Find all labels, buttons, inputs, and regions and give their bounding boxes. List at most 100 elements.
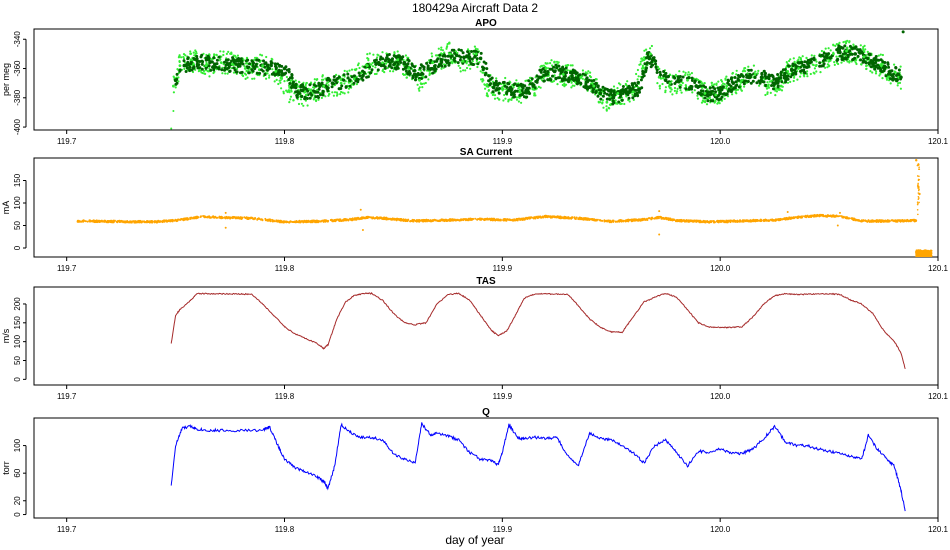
sa-point [491, 217, 494, 220]
apo-flask-point [592, 79, 596, 82]
apo-flask-point [611, 102, 615, 106]
sa-point [254, 217, 257, 219]
apo-point [297, 85, 300, 88]
apo-flask-point [288, 82, 292, 85]
apo-flask-point [734, 80, 738, 84]
apo-flask-point [291, 82, 295, 86]
apo-point [443, 51, 446, 54]
apo-flask-point [867, 62, 871, 66]
sa-point [218, 215, 221, 218]
apo-point [454, 50, 457, 53]
sa-point [738, 219, 741, 222]
apo-flask-point [414, 78, 417, 82]
apo-flask-point [239, 71, 242, 75]
apo-series-point [657, 75, 661, 79]
sa-point [784, 217, 787, 220]
apo-flask-point [764, 83, 768, 87]
apo-flask-point [591, 90, 595, 94]
apo-flask-point [697, 80, 701, 84]
sa-point [788, 217, 791, 220]
apo-point [778, 88, 781, 91]
apo-point [786, 81, 790, 84]
apo-flask-point [699, 91, 702, 95]
apo-flask-point [884, 65, 888, 69]
apo-flask-point [784, 78, 788, 82]
apo-flask-point [696, 91, 700, 95]
apo-flask-point [843, 44, 847, 48]
sa-point [736, 221, 739, 223]
apo-point [614, 99, 617, 102]
apo-flask-point [196, 66, 200, 70]
apo-point [350, 68, 354, 71]
apo-point [581, 77, 584, 80]
apo-point [434, 54, 438, 57]
apo-point [445, 47, 448, 50]
apo-flask-point [535, 80, 539, 84]
apo-point [243, 65, 246, 68]
apo-flask-point [459, 55, 463, 59]
apo-point [869, 70, 872, 73]
apo-point [464, 69, 467, 72]
apo-flask-point [301, 83, 304, 87]
apo-flask-point [320, 81, 324, 85]
sa-point [287, 221, 290, 224]
apo-point [889, 82, 892, 85]
apo-series-point [204, 64, 208, 67]
apo-point [327, 81, 330, 84]
apo-point [289, 95, 293, 98]
apo-series-point [879, 64, 883, 67]
apo-flask-point [525, 91, 529, 95]
apo-flask-point [444, 58, 447, 62]
apo-point [190, 52, 193, 55]
apo-flask-anchor [182, 63, 187, 68]
apo-point [195, 50, 198, 53]
apo-flask-point [452, 48, 456, 52]
apo-flask-point [664, 75, 668, 79]
apo-point [811, 63, 814, 66]
apo-flask-point [456, 61, 460, 65]
apo-flask-point [309, 91, 312, 95]
sa-point [197, 216, 200, 219]
apo-point [756, 72, 759, 75]
apo-point [275, 78, 278, 81]
apo-flask-point [631, 96, 635, 100]
apo-point [565, 83, 568, 86]
apo-flask-anchor [313, 90, 317, 94]
apo-point [297, 80, 301, 83]
apo-flask-point [280, 69, 284, 73]
apo-point [852, 43, 855, 46]
apo-point [533, 92, 536, 95]
apo-point [368, 52, 371, 55]
apo-point [723, 97, 726, 100]
apo-flask-point [536, 78, 540, 82]
apo-point [833, 63, 836, 66]
apo-point [860, 63, 863, 66]
apo-flask-point [894, 66, 898, 70]
apo-point [383, 71, 386, 74]
sa-point [118, 220, 121, 223]
apo-point [717, 80, 720, 83]
sa-point [593, 218, 596, 221]
sa-point [803, 215, 805, 218]
apo-flask-point [227, 65, 231, 69]
apo-flask-anchor [226, 62, 230, 66]
apo-point [628, 100, 631, 103]
apo-flask-point [405, 63, 409, 67]
apo-point [279, 81, 282, 84]
apo-point [894, 70, 897, 73]
apo-flask-point [794, 72, 798, 76]
apo-flask-point [586, 87, 589, 91]
apo-flask-point [802, 64, 806, 67]
apo-flask-point [800, 69, 804, 73]
apo-flask-point [554, 63, 558, 67]
apo-flask-point [711, 89, 715, 93]
apo-flask-point [196, 63, 199, 67]
apo-flask-anchor [361, 74, 365, 78]
apo-flask-point [582, 85, 586, 89]
apo-flask-point [842, 57, 846, 61]
apo-flask-point [749, 81, 753, 85]
apo-point [373, 72, 377, 76]
apo-flask-point [457, 48, 461, 52]
panel-title: APO [475, 18, 497, 29]
apo-flask-anchor [637, 87, 642, 91]
